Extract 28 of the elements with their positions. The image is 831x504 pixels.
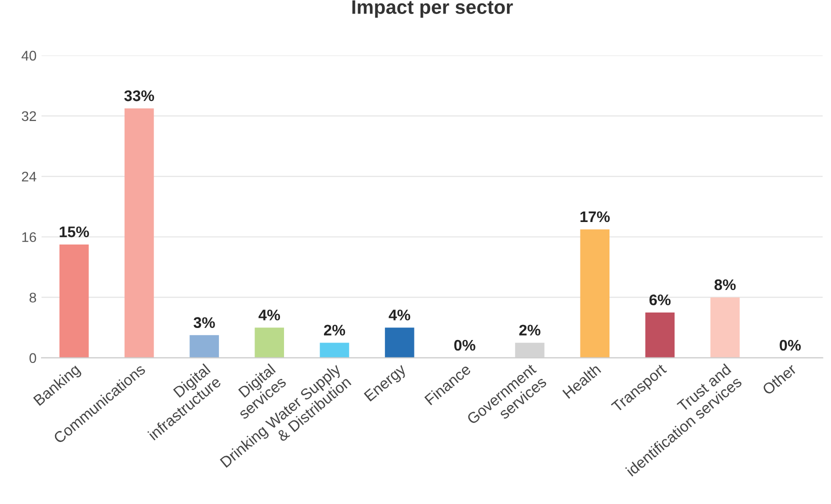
- bar: [710, 297, 740, 358]
- y-tick-label: 8: [30, 292, 36, 303]
- y-tick-label: 0: [30, 353, 36, 364]
- bar: [320, 342, 350, 358]
- data-label: 3%: [194, 317, 215, 328]
- bar: [59, 244, 89, 358]
- data-label: 8%: [714, 279, 736, 290]
- y-tick-label: 32: [22, 111, 36, 122]
- bar: [254, 328, 284, 358]
- bar: [580, 229, 610, 358]
- y-tick-label: 24: [22, 172, 36, 182]
- chart-title: Impact per sector: [352, 0, 513, 18]
- data-label: 4%: [388, 310, 410, 320]
- bar: [124, 108, 154, 358]
- y-tick-label: 16: [22, 232, 36, 242]
- bar: [645, 312, 675, 358]
- data-label: 15%: [60, 226, 89, 238]
- bar: [384, 328, 414, 358]
- data-label: 0%: [454, 340, 476, 351]
- data-label: 0%: [780, 340, 801, 351]
- data-label: 17%: [580, 211, 610, 222]
- data-label: 2%: [519, 324, 540, 336]
- data-label: 4%: [258, 310, 280, 320]
- data-label: 2%: [324, 324, 346, 336]
- y-tick-label: 40: [22, 50, 36, 61]
- data-label: 33%: [124, 90, 154, 102]
- bar: [190, 335, 219, 358]
- data-label: 6%: [649, 294, 671, 306]
